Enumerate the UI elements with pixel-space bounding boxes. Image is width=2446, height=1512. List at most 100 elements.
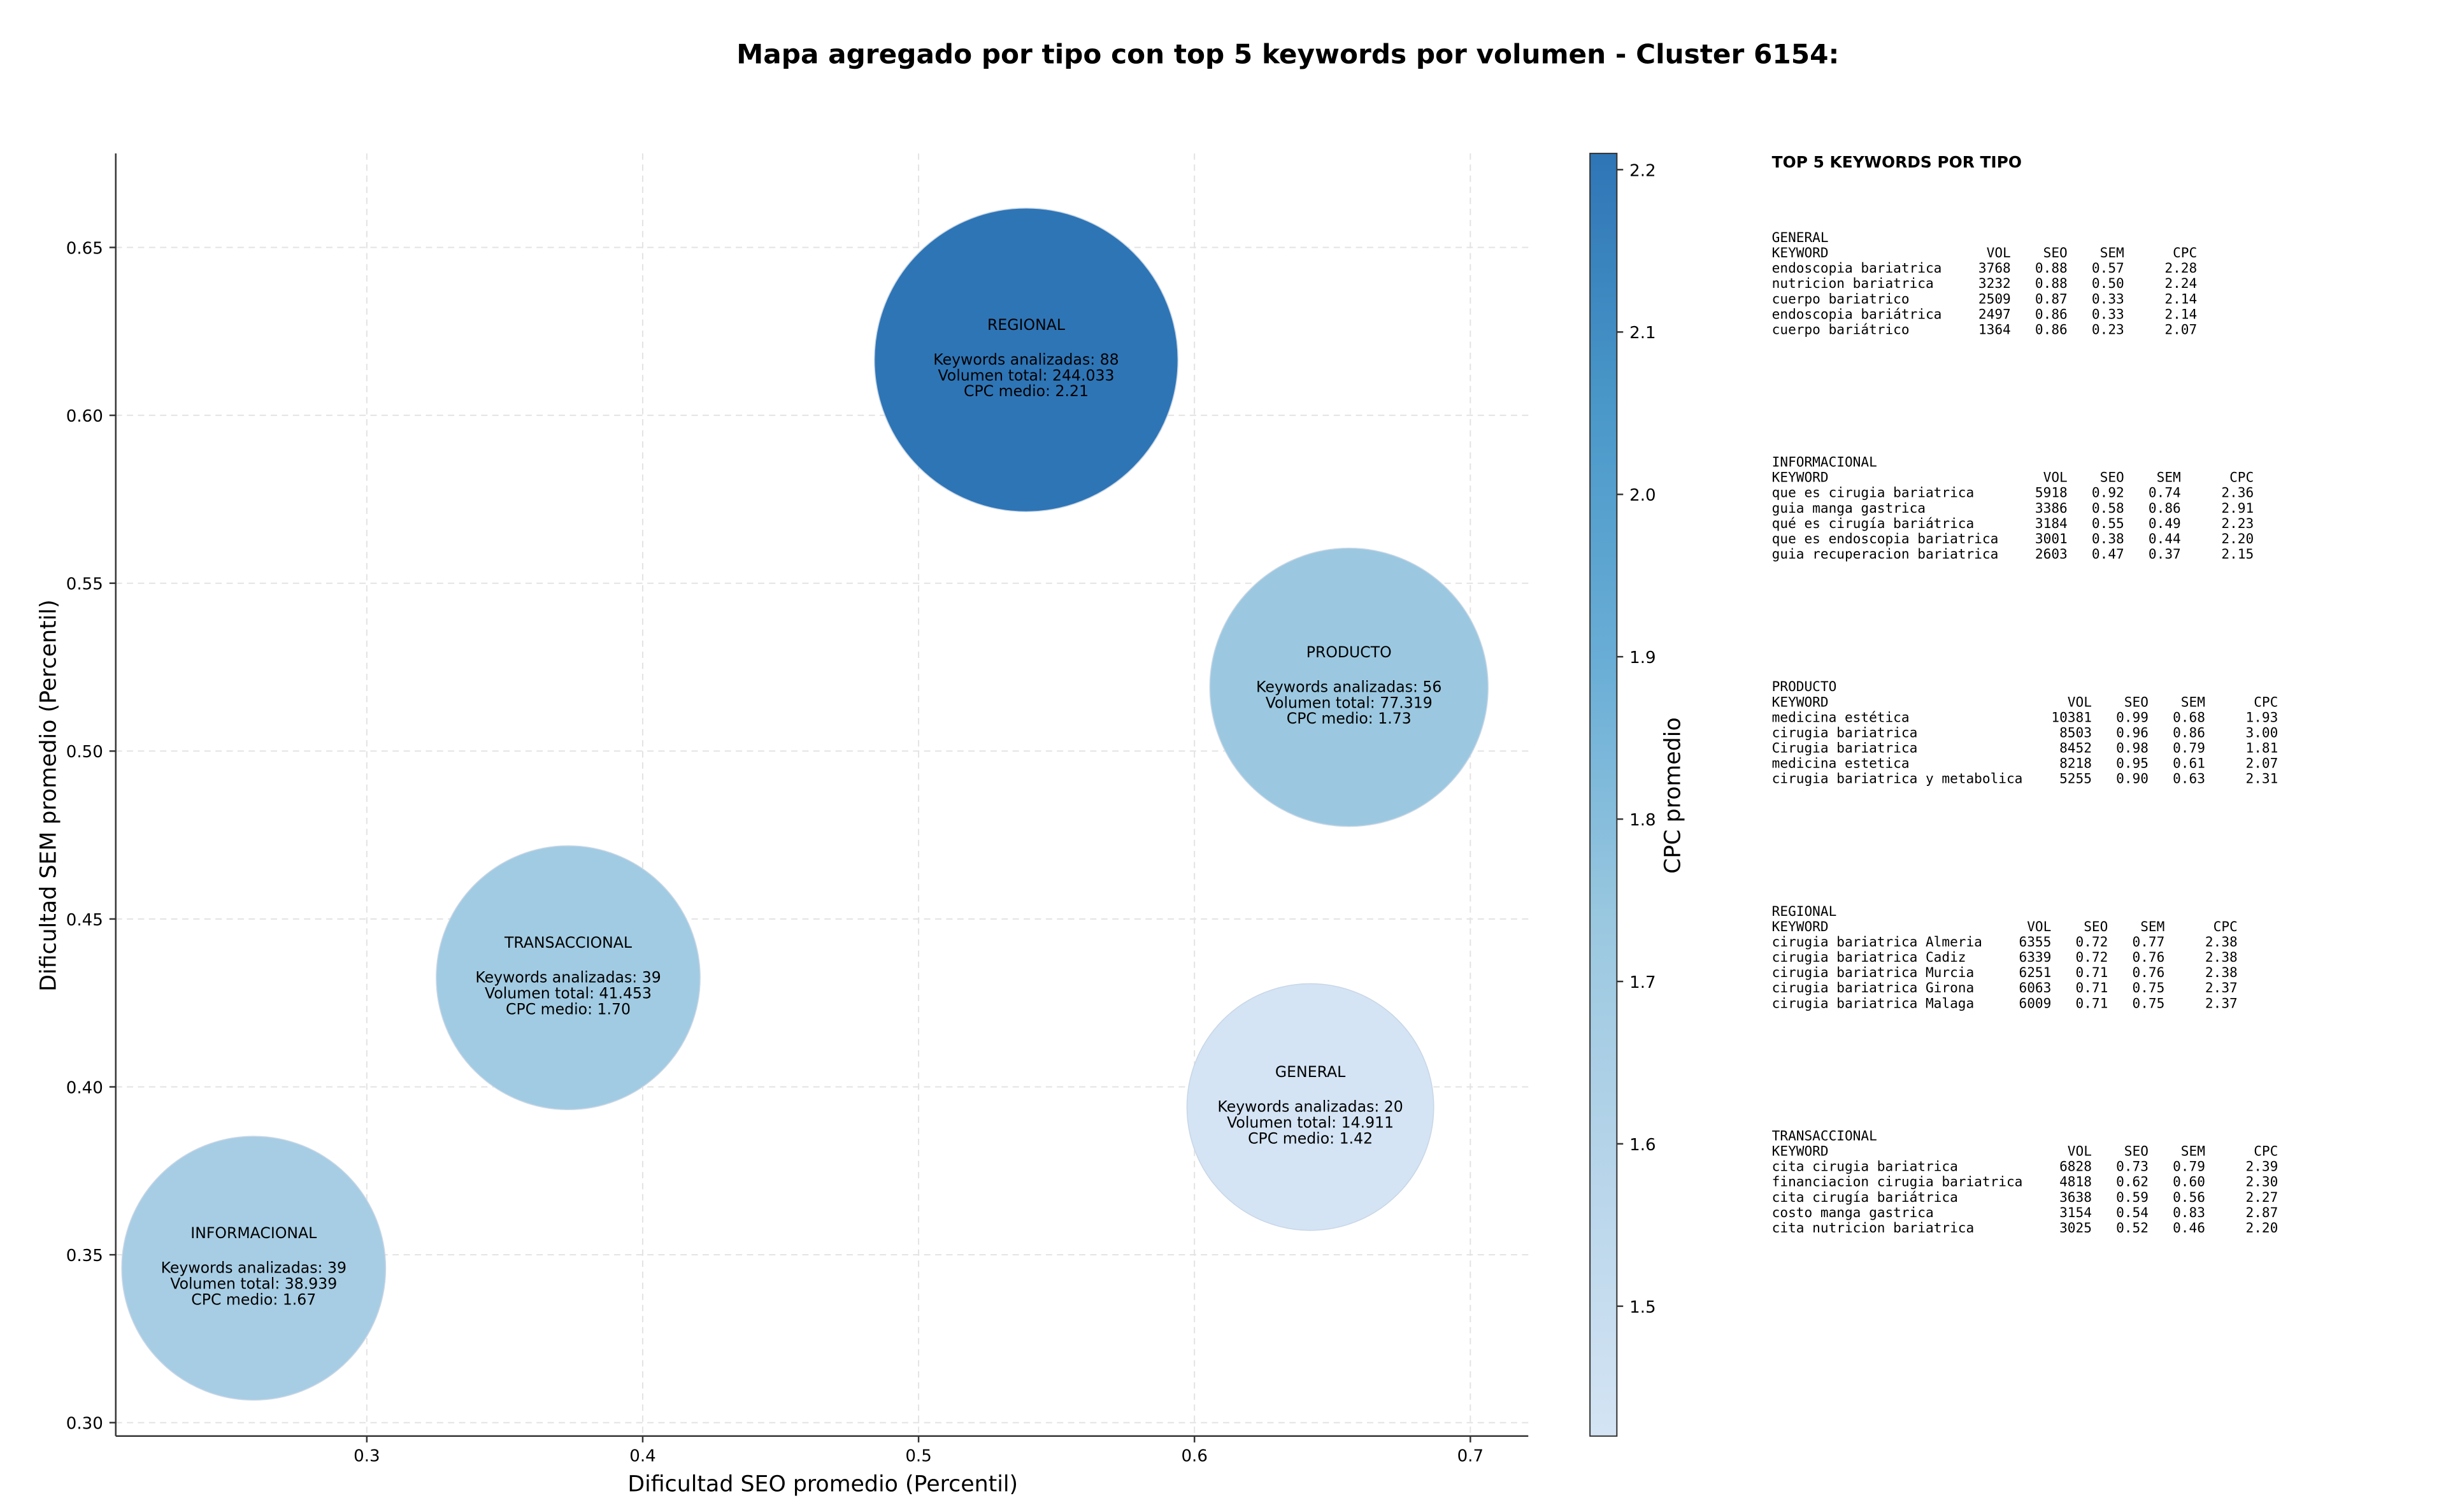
table-cell: 2497	[1978, 306, 2011, 322]
table-cell: 6828	[2059, 1159, 2092, 1174]
table-cell: cuerpo bariátrico	[1772, 321, 1910, 337]
table-cell: 2.20	[2221, 531, 2254, 546]
bubble-cpc: CPC medio: 1.42	[1248, 1129, 1373, 1147]
table-cell: 0.46	[2173, 1220, 2205, 1236]
colorbar	[1589, 152, 1618, 1437]
bubble	[1186, 983, 1434, 1231]
table-cell: 4818	[2059, 1174, 2092, 1190]
table-cell: 2603	[2035, 546, 2068, 562]
table-cell: 0.37	[2149, 546, 2181, 562]
table-cell: 6063	[2019, 980, 2052, 995]
table-cell: 0.90	[2116, 771, 2149, 787]
table-cell: 2.38	[2205, 964, 2238, 980]
table-cell: 2.36	[2221, 485, 2254, 501]
table-cell: cirugia bariatrica Murcia	[1772, 964, 1975, 980]
table-cell: 0.79	[2173, 740, 2205, 756]
table-cell: 3232	[1978, 275, 2011, 291]
table-cell: 0.88	[2035, 275, 2068, 291]
bubble-volume: Volumen total: 77.319	[1266, 694, 1433, 711]
column-header: VOL	[2027, 918, 2051, 934]
table-cell: 0.71	[2076, 995, 2108, 1011]
table-cell: 10381	[2051, 709, 2092, 725]
table-cell: 0.83	[2173, 1204, 2205, 1220]
table-cell: 0.75	[2133, 980, 2165, 995]
table-cell: 2.91	[2221, 500, 2254, 516]
table-cell: 0.88	[2035, 260, 2068, 276]
table-cell: 2.87	[2246, 1204, 2278, 1220]
table-cell: 2.14	[2164, 306, 2197, 322]
table-cell: 2.14	[2164, 290, 2197, 306]
column-header: CPC	[2173, 245, 2197, 260]
table-cell: 0.49	[2149, 515, 2181, 531]
table-cell: 0.55	[2092, 515, 2124, 531]
table-cell: financiacion cirugia bariatrica	[1772, 1174, 2023, 1190]
group-name: INFORMACIONAL	[1772, 454, 1877, 470]
table-cell: cirugia bariatrica	[1772, 724, 1918, 740]
y-tick-label: 0.30	[66, 1415, 103, 1434]
y-tick-label: 0.45	[66, 911, 103, 930]
bubble	[1209, 547, 1489, 827]
table-cell: 2.31	[2246, 771, 2278, 787]
group-name: PRODUCTO	[1772, 678, 1837, 694]
table-cell: medicina estética	[1772, 709, 1910, 725]
table-cell: guia recuperacion bariatrica	[1772, 546, 1999, 562]
column-header: SEO	[2124, 1143, 2149, 1159]
table-cell: 3638	[2059, 1189, 2092, 1205]
y-tick-label: 0.40	[66, 1078, 103, 1097]
table-cell: guia manga gastrica	[1772, 500, 1926, 516]
bubble-volume: Volumen total: 41.453	[485, 984, 652, 1002]
table-cell: 6009	[2019, 995, 2052, 1011]
table-cell: 0.59	[2116, 1189, 2149, 1205]
table-cell: 0.57	[2092, 260, 2124, 276]
table-cell: 0.86	[2149, 500, 2181, 516]
table-cell: 3025	[2059, 1220, 2092, 1236]
table-cell: 2.38	[2205, 949, 2238, 965]
table-cell: 0.96	[2116, 724, 2149, 740]
bubble-keywords: Keywords analizadas: 56	[1256, 678, 1441, 696]
table-cell: 0.76	[2133, 964, 2165, 980]
table-cell: 0.77	[2133, 934, 2165, 950]
table-cell: 0.98	[2116, 740, 2149, 756]
table-cell: 2.23	[2221, 515, 2254, 531]
table-cell: 0.63	[2173, 771, 2205, 787]
column-header: VOL	[2043, 469, 2068, 485]
table-cell: 0.72	[2076, 949, 2108, 965]
colorbar-tick-label: 2.0	[1629, 486, 1656, 505]
column-header: CPC	[2214, 918, 2238, 934]
y-tick-label: 0.60	[66, 407, 103, 426]
table-cell: 1364	[1978, 321, 2011, 337]
table-cell: 0.58	[2092, 500, 2124, 516]
column-header: SEM	[2157, 469, 2181, 485]
table-cell: 0.95	[2116, 755, 2149, 771]
table-cell: cirugia bariatrica Cadiz	[1772, 949, 1966, 965]
group-name: TRANSACCIONAL	[1772, 1127, 1877, 1143]
bubble-name: INFORMACIONAL	[190, 1224, 317, 1242]
table-cell: endoscopia bariátrica	[1772, 306, 1942, 322]
table-cell: 0.62	[2116, 1174, 2149, 1190]
column-header: CPC	[2229, 469, 2254, 485]
table-cell: 0.75	[2133, 995, 2165, 1011]
column-header: SEM	[2140, 918, 2164, 934]
bubble-volume: Volumen total: 14.911	[1227, 1113, 1394, 1131]
column-header: SEM	[2181, 694, 2205, 710]
y-axis-label: Dificultad SEM promedio (Percentil)	[36, 599, 61, 991]
bubble-name: REGIONAL	[987, 316, 1066, 334]
y-tick-label: 0.50	[66, 743, 103, 762]
tables-title: TOP 5 KEYWORDS POR TIPO	[1772, 153, 2022, 171]
y-tick-label: 0.65	[66, 239, 103, 258]
bubble-cpc: CPC medio: 1.73	[1287, 710, 1412, 727]
colorbar-tick-label: 1.8	[1629, 811, 1656, 830]
bubble-volume: Volumen total: 38.939	[170, 1274, 337, 1292]
bubble	[436, 845, 701, 1111]
table-cell: que es endoscopia bariatrica	[1772, 531, 1999, 546]
table-cell: cirugia bariatrica Almeria	[1772, 934, 1982, 950]
bubble-keywords: Keywords analizadas: 20	[1217, 1098, 1403, 1116]
table-cell: 0.71	[2076, 980, 2108, 995]
table-cell: 0.99	[2116, 709, 2149, 725]
x-tick-label: 0.3	[354, 1447, 380, 1466]
column-header: SEM	[2100, 245, 2124, 260]
colorbar-tick-label: 1.6	[1629, 1136, 1656, 1155]
table-cell: 2.30	[2246, 1174, 2278, 1190]
table-cell: 2.07	[2164, 321, 2197, 337]
table-cell: cita nutricion bariatrica	[1772, 1220, 1975, 1236]
